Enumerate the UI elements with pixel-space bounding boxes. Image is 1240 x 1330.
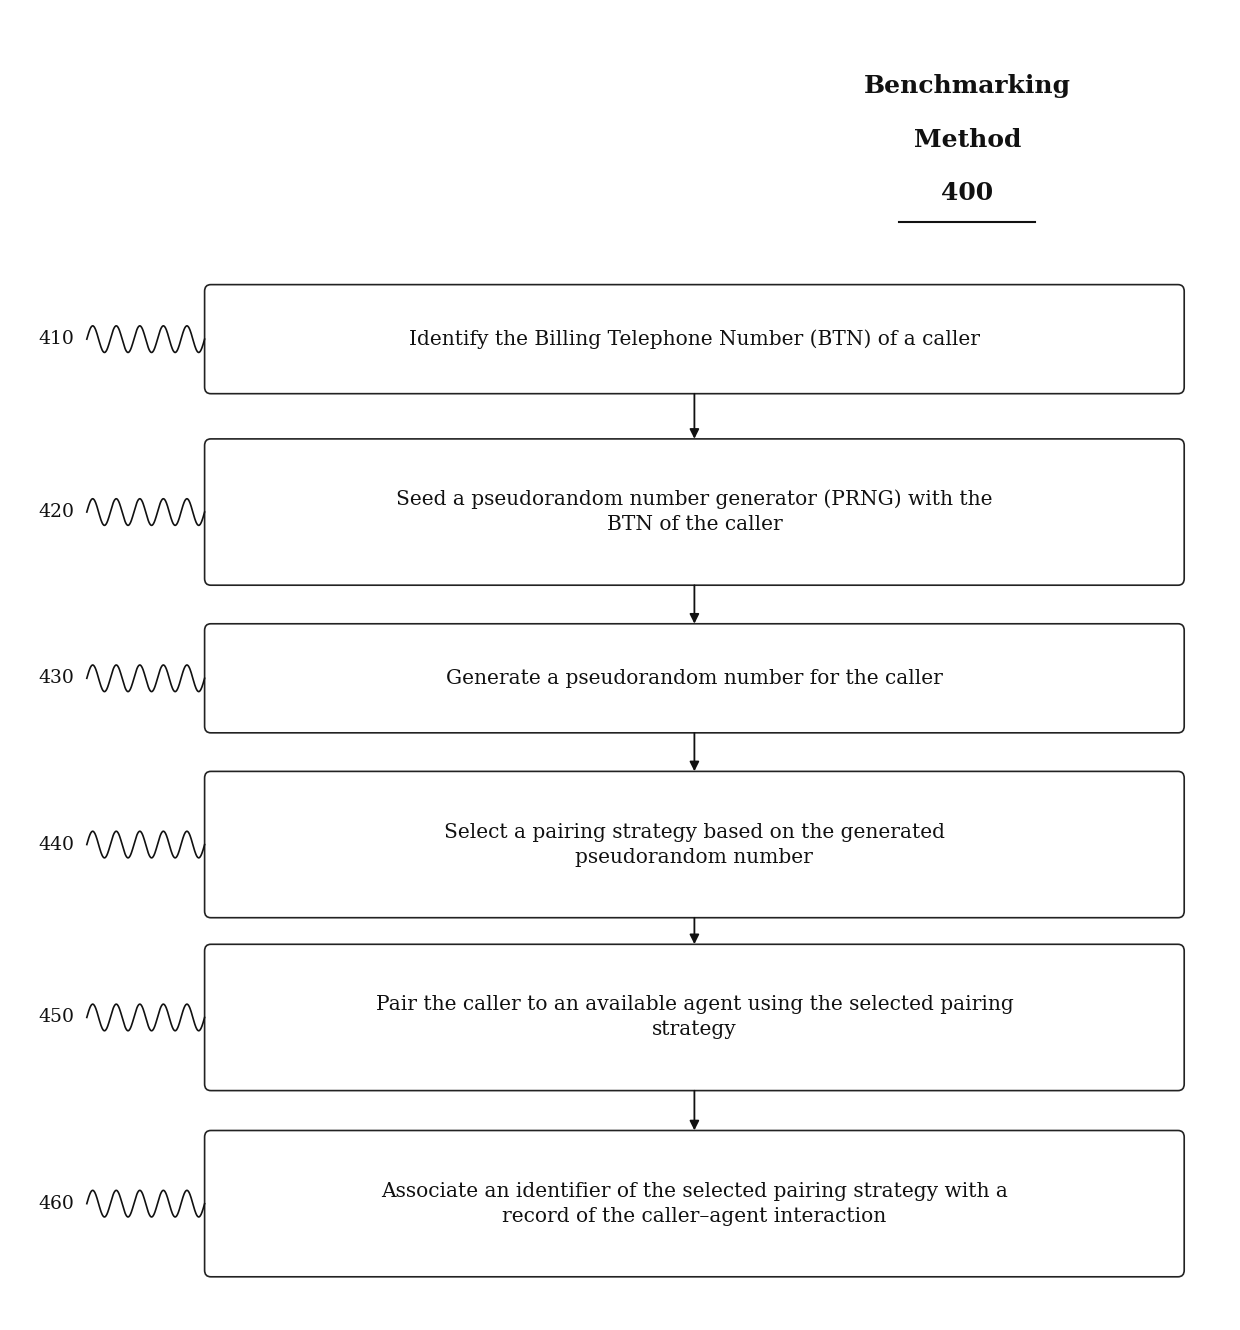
Text: Select a pairing strategy based on the generated
pseudorandom number: Select a pairing strategy based on the g… <box>444 822 945 867</box>
Text: 430: 430 <box>38 669 74 688</box>
Text: 460: 460 <box>38 1194 74 1213</box>
Text: 420: 420 <box>38 503 74 521</box>
Text: Method: Method <box>914 128 1021 152</box>
FancyBboxPatch shape <box>205 1130 1184 1277</box>
FancyBboxPatch shape <box>205 944 1184 1091</box>
Text: 440: 440 <box>38 835 74 854</box>
FancyBboxPatch shape <box>205 439 1184 585</box>
Text: 410: 410 <box>38 330 74 348</box>
Text: Associate an identifier of the selected pairing strategy with a
record of the ca: Associate an identifier of the selected … <box>381 1181 1008 1226</box>
Text: Pair the caller to an available agent using the selected pairing
strategy: Pair the caller to an available agent us… <box>376 995 1013 1040</box>
FancyBboxPatch shape <box>205 285 1184 394</box>
Text: Generate a pseudorandom number for the caller: Generate a pseudorandom number for the c… <box>446 669 942 688</box>
Text: 400: 400 <box>941 181 993 205</box>
Text: Identify the Billing Telephone Number (BTN) of a caller: Identify the Billing Telephone Number (B… <box>409 330 980 348</box>
Text: Benchmarking: Benchmarking <box>864 74 1070 98</box>
FancyBboxPatch shape <box>205 624 1184 733</box>
Text: Seed a pseudorandom number generator (PRNG) with the
BTN of the caller: Seed a pseudorandom number generator (PR… <box>396 489 993 535</box>
FancyBboxPatch shape <box>205 771 1184 918</box>
Text: 450: 450 <box>38 1008 74 1027</box>
